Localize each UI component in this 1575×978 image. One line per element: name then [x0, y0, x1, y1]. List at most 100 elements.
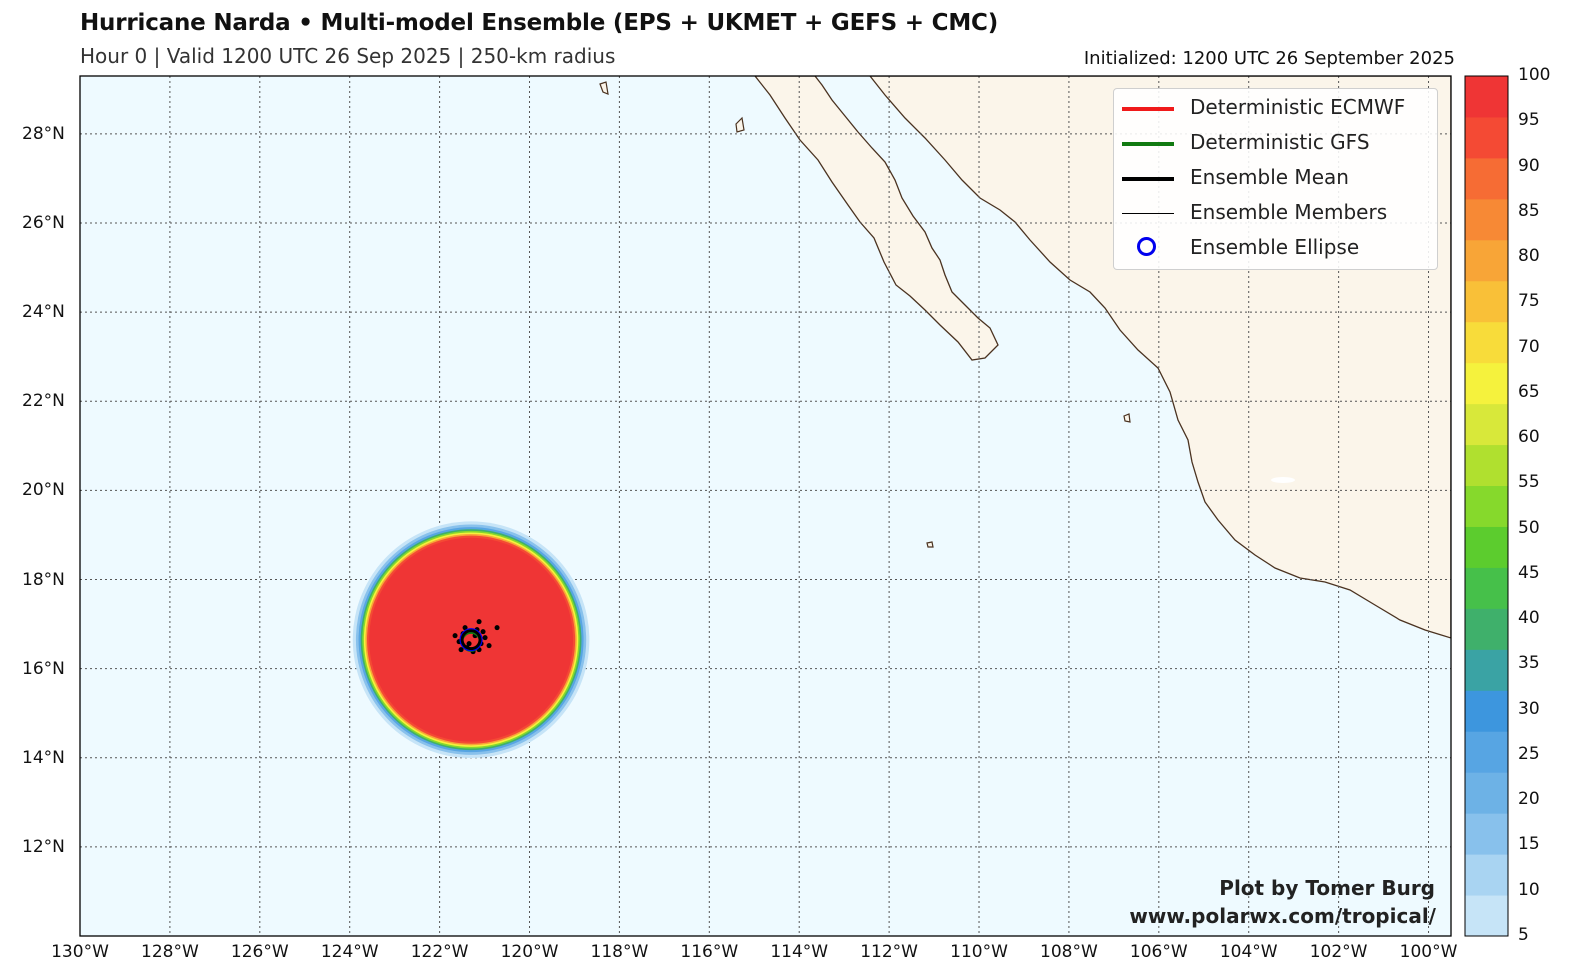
legend-label: Deterministic GFS: [1190, 130, 1370, 154]
land-island-4: [926, 541, 934, 548]
legend-item-members: Ensemble Members: [1114, 196, 1437, 230]
colorbar-tick-label: 15: [1518, 834, 1540, 855]
colorbar-segment: [1465, 731, 1508, 773]
ensemble-tracks: [452, 619, 500, 655]
land-island-2: [735, 116, 745, 133]
colorbar-segment: [1465, 157, 1508, 200]
colorbar-tick-label: 60: [1518, 427, 1540, 448]
colorbar-segment: [1465, 198, 1508, 241]
colorbar-tick-label: 70: [1518, 336, 1540, 357]
chart-title: Hurricane Narda • Multi-model Ensemble (…: [80, 10, 999, 36]
colorbar-tick-label: 100: [1518, 65, 1551, 85]
longitude-tick-label: 114°W: [770, 942, 829, 962]
legend-item-mean: Ensemble Mean: [1114, 161, 1437, 195]
colorbar-tick-label: 85: [1518, 200, 1540, 221]
land-island-5: [1271, 477, 1295, 483]
colorbar-segment: [1465, 854, 1508, 896]
colorbar-segment: [1465, 690, 1508, 732]
latitude-tick-label: 18°N: [22, 569, 65, 590]
colorbar-frame: [1464, 75, 1509, 937]
legend: Deterministic ECMWF Deterministic GFS En…: [1113, 88, 1438, 270]
longitude-tick-label: 116°W: [680, 942, 739, 962]
colorbar-tick-label: 20: [1518, 789, 1540, 810]
longitude-tick-label: 104°W: [1219, 942, 1278, 962]
gridlines: [80, 76, 1451, 936]
longitude-tick-label: 120°W: [500, 942, 559, 962]
colorbar-segment: [1465, 772, 1508, 814]
ecmwf-swatch: [1122, 107, 1174, 111]
colorbar-tick-label: 10: [1518, 879, 1540, 900]
land-island-3: [1123, 413, 1131, 423]
latitude-tick-label: 28°N: [22, 123, 65, 144]
colorbar-tick-label: 40: [1518, 608, 1540, 629]
longitude-tick-label: 122°W: [410, 942, 469, 962]
longitude-tick-label: 126°W: [230, 942, 289, 962]
credit-author: Plot by Tomer Burg: [1219, 876, 1435, 900]
latitude-tick-label: 20°N: [22, 480, 65, 501]
longitude-tick-label: 110°W: [950, 942, 1008, 962]
colorbar-segment: [1465, 239, 1508, 282]
colorbar-segment: [1465, 321, 1508, 364]
latitude-tick-label: 26°N: [22, 213, 65, 234]
longitude-tick-label: 100°W: [1399, 942, 1458, 962]
ensemble-member-point: [476, 619, 482, 625]
colorbar-tick-label: 5: [1518, 925, 1529, 945]
ensemble-member-point: [482, 635, 488, 641]
colorbar-segment: [1465, 485, 1508, 527]
colorbar-tick-label: 25: [1518, 743, 1540, 764]
colorbar-segment: [1465, 813, 1508, 855]
ensemble-member-point: [486, 643, 492, 649]
legend-label: Deterministic ECMWF: [1190, 95, 1406, 119]
colorbar-tick-label: 30: [1518, 698, 1540, 719]
colorbar-tick-label: 75: [1518, 291, 1540, 312]
longitude-tick-label: 128°W: [141, 942, 199, 962]
ensemble-member-point: [462, 625, 468, 631]
colorbar-segment: [1465, 649, 1508, 691]
initialized-time: Initialized: 1200 UTC 26 September 2025: [1083, 48, 1455, 69]
colorbar-tick-label: 95: [1518, 110, 1540, 131]
colorbar-segment: [1465, 280, 1508, 323]
longitude-tick-label: 130°W: [51, 942, 109, 962]
colorbar-segment: [1465, 76, 1508, 118]
ensemble-member-point: [458, 647, 464, 653]
legend-item-gfs: Deterministic GFS: [1114, 126, 1437, 160]
members-swatch: [1122, 213, 1174, 214]
colorbar-segment: [1465, 608, 1508, 650]
longitude-tick-label: 112°W: [860, 942, 918, 962]
colorbar-tick-label: 80: [1518, 246, 1540, 267]
latitude-tick-label: 16°N: [22, 658, 65, 679]
legend-item-ellipse: Ensemble Ellipse: [1114, 231, 1437, 265]
legend-label: Ensemble Ellipse: [1190, 235, 1360, 259]
colorbar-tick-label: 50: [1518, 517, 1540, 538]
latitude-tick-label: 24°N: [22, 302, 65, 323]
latitude-tick-label: 14°N: [22, 747, 65, 768]
mean-swatch: [1122, 177, 1174, 181]
ensemble-member-point: [480, 629, 486, 635]
legend-label: Ensemble Mean: [1190, 165, 1349, 189]
longitude-tick-label: 118°W: [590, 942, 649, 962]
longitude-tick-label: 124°W: [320, 942, 379, 962]
colorbar-segment: [1465, 403, 1508, 446]
colorbar-segment: [1465, 526, 1508, 568]
strike-probability-shading: [352, 521, 590, 758]
latitude-tick-label: 12°N: [22, 836, 65, 857]
probability-contour: [369, 537, 574, 742]
legend-label: Ensemble Members: [1190, 200, 1388, 224]
colorbar-segment: [1465, 444, 1508, 487]
colorbar-tick-label: 90: [1518, 155, 1540, 176]
colorbar-tick-label: 45: [1518, 562, 1540, 583]
colorbar-segment: [1465, 567, 1508, 609]
land-island-1: [599, 81, 609, 95]
colorbar-segment: [1465, 362, 1508, 405]
longitude-tick-label: 106°W: [1129, 942, 1188, 962]
colorbar-tick-label: 55: [1518, 472, 1540, 493]
land-mexico: [754, 76, 999, 361]
ellipse-swatch-icon: [1137, 237, 1156, 256]
gfs-swatch: [1122, 142, 1174, 146]
ensemble-mean-position: [460, 629, 482, 651]
longitude-tick-label: 108°W: [1040, 942, 1098, 962]
colorbar-segment: [1465, 116, 1508, 159]
ensemble-member-point: [466, 641, 472, 647]
longitude-tick-label: 102°W: [1309, 942, 1368, 962]
chart-subtitle: Hour 0 | Valid 1200 UTC 26 Sep 2025 | 25…: [80, 44, 616, 68]
